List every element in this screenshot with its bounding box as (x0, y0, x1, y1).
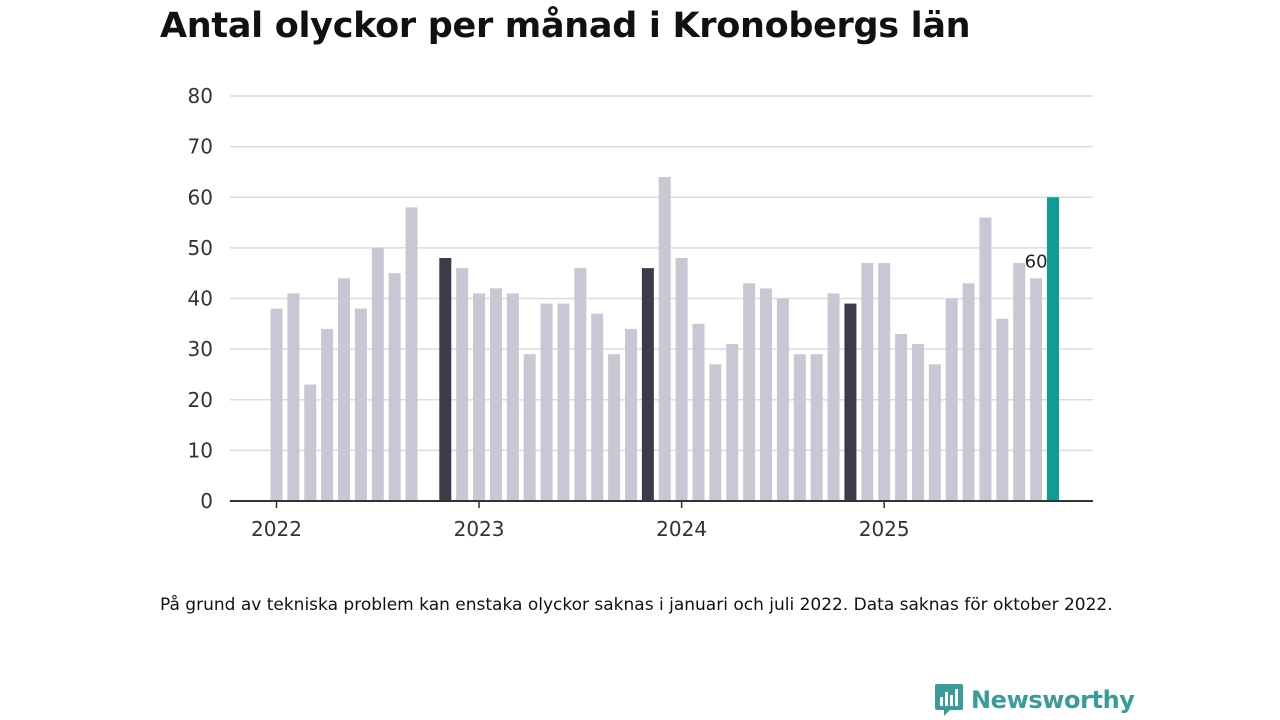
bar (996, 318, 1009, 501)
bar (827, 293, 840, 501)
x-tick-label: 2022 (251, 517, 302, 541)
brand-name: Newsworthy (971, 686, 1135, 714)
y-tick-label: 60 (188, 185, 213, 209)
newsworthy-logo-icon (935, 684, 963, 716)
bar (557, 303, 570, 501)
x-tick-label: 2025 (859, 517, 910, 541)
x-tick-label: 2023 (454, 517, 505, 541)
bar (979, 217, 992, 501)
x-tick-label: 2024 (656, 517, 707, 541)
bar (743, 283, 756, 501)
bar (591, 313, 604, 501)
bar (911, 344, 924, 501)
bar (776, 298, 789, 501)
bar (641, 268, 654, 501)
bar (321, 328, 334, 501)
bar-chart: 0 10 20 30 40 50 60 70 80 2022 2023 2024 2025 60 (188, 84, 1093, 541)
y-tick-label: 10 (188, 438, 213, 462)
bar (506, 293, 519, 501)
y-tick-label: 70 (188, 135, 213, 159)
bar (726, 344, 739, 501)
bar (793, 354, 806, 501)
bar (962, 283, 975, 501)
bar (574, 268, 587, 501)
bar (388, 273, 401, 501)
footnote: På grund av tekniska problem kan enstaka… (160, 595, 1113, 615)
bar (405, 207, 418, 501)
chart-title: Antal olyckor per månad i Kronobergs län (160, 6, 971, 46)
bar (624, 328, 637, 501)
bar (456, 268, 469, 501)
bar (270, 308, 283, 501)
bar (287, 293, 300, 501)
bar (1030, 278, 1043, 501)
y-tick-label: 40 (188, 287, 213, 311)
bar (810, 354, 823, 501)
y-tick-label: 80 (188, 84, 213, 108)
brand-logo[interactable]: Newsworthy (934, 682, 1135, 718)
bar (709, 364, 722, 501)
bar (354, 308, 367, 501)
bar (608, 354, 621, 501)
bar (844, 303, 857, 501)
bar (861, 263, 874, 501)
bar (692, 323, 705, 501)
bar (1013, 263, 1026, 501)
bar (1046, 197, 1059, 501)
labels: 0 10 20 30 40 50 60 70 80 2022 2023 2024 2025 60 (188, 84, 1048, 541)
bars (270, 177, 1059, 501)
bar (675, 258, 688, 501)
y-tick-label: 0 (200, 489, 213, 513)
y-tick-label: 20 (188, 388, 213, 412)
bar (760, 288, 773, 501)
bar (523, 354, 536, 501)
bar (540, 303, 553, 501)
bar (439, 258, 452, 501)
y-tick-label: 30 (188, 337, 213, 361)
y-tick-label: 50 (188, 236, 213, 260)
bar (928, 364, 941, 501)
bar (371, 247, 384, 501)
bar (489, 288, 502, 501)
axes (230, 500, 1093, 508)
bar (895, 333, 908, 501)
bar (304, 384, 317, 501)
bar (945, 298, 958, 501)
bar (338, 278, 351, 501)
bar (658, 177, 671, 501)
data-label: 60 (1025, 251, 1048, 272)
bar (878, 263, 891, 501)
bar (473, 293, 486, 501)
